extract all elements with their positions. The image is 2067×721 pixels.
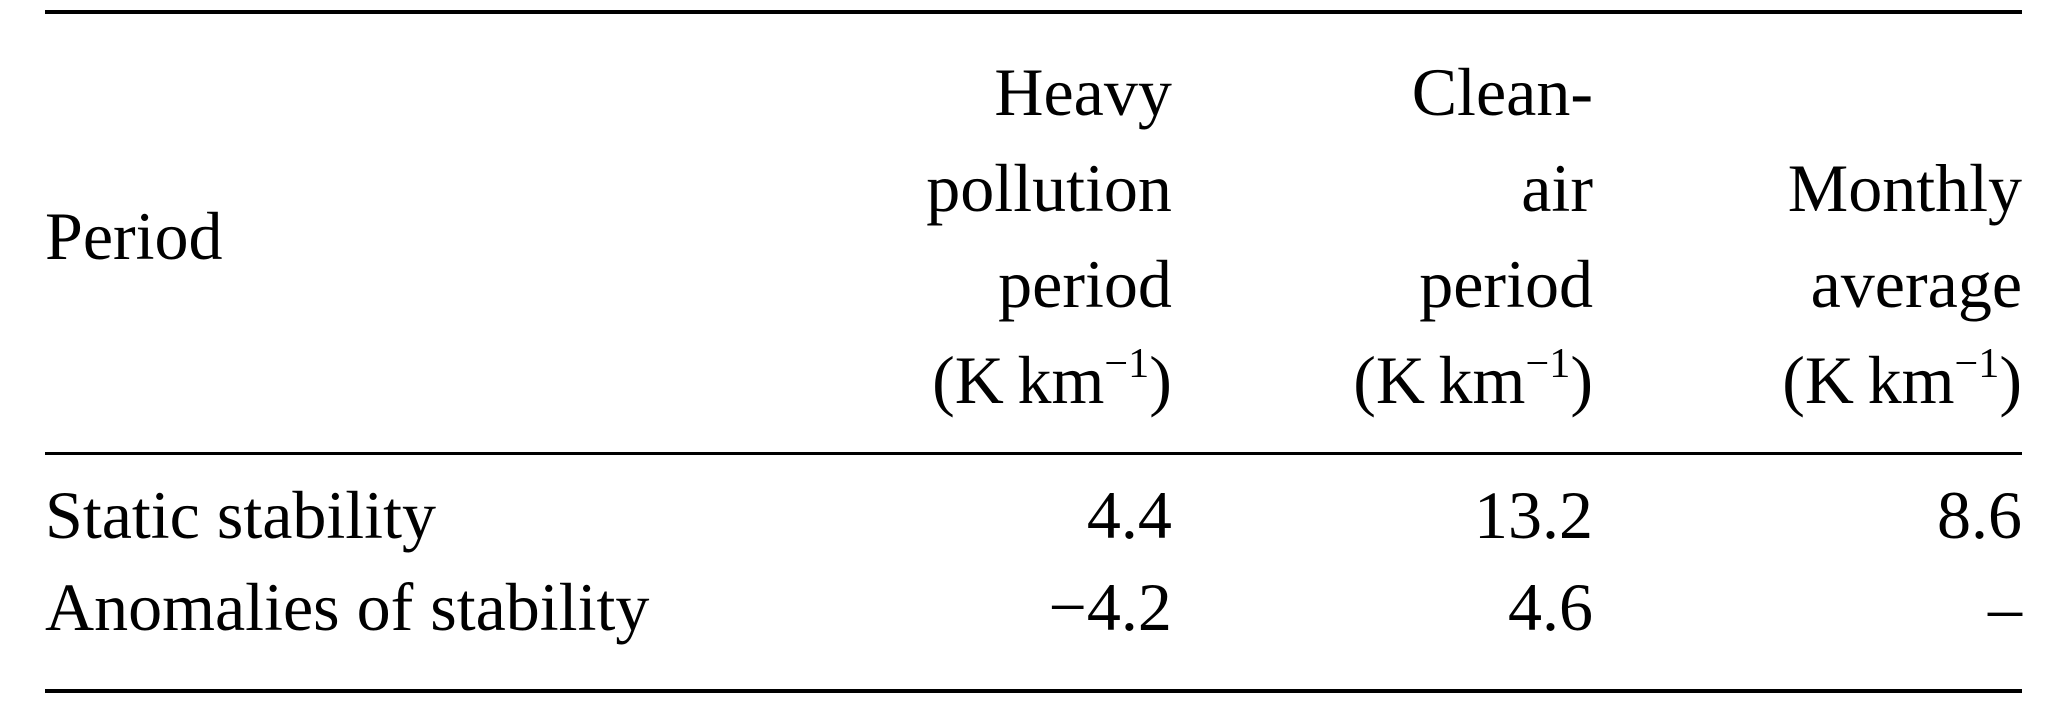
header-line: period bbox=[1419, 246, 1593, 322]
cell-value: 4.6 bbox=[1507, 569, 1593, 645]
unit-suffix: ) bbox=[1149, 342, 1172, 418]
header-line: air bbox=[1521, 150, 1593, 226]
header-heavy-pollution-period: Heavy pollution period (K km−1) bbox=[756, 12, 1172, 455]
header-period: Period bbox=[45, 12, 757, 455]
row-label-anomalies-of-stability: Anomalies of stability bbox=[45, 569, 650, 645]
cell-value: 13.2 bbox=[1473, 477, 1593, 553]
cell-value: – bbox=[1988, 569, 2022, 645]
header-line: pollution bbox=[926, 150, 1172, 226]
stability-table: Period Heavy pollution period (K km−1) C… bbox=[45, 10, 2022, 693]
table-row: Anomalies of stability −4.2 4.6 – bbox=[45, 561, 2022, 691]
table-body: Static stability 4.4 13.2 8.6 Anomalies … bbox=[45, 454, 2022, 692]
header-row: Period Heavy pollution period (K km−1) C… bbox=[45, 12, 2022, 455]
unit-suffix: ) bbox=[1570, 342, 1593, 418]
cell-value: −4.2 bbox=[1048, 569, 1172, 645]
unit-prefix: (K km bbox=[1782, 342, 1955, 418]
table-row: Static stability 4.4 13.2 8.6 bbox=[45, 454, 2022, 562]
header-line: Clean- bbox=[1411, 54, 1593, 130]
header-line: period bbox=[998, 246, 1172, 322]
unit-label: (K km−1) bbox=[757, 332, 1172, 428]
header-clean-air-period: Clean- air period (K km−1) bbox=[1171, 12, 1593, 455]
cell-value: 4.4 bbox=[1086, 477, 1172, 553]
unit-prefix: (K km bbox=[1353, 342, 1526, 418]
unit-suffix: ) bbox=[1999, 342, 2022, 418]
unit-exponent: −1 bbox=[1104, 340, 1150, 388]
header-line: Heavy bbox=[994, 54, 1172, 130]
unit-label: (K km−1) bbox=[1593, 332, 2022, 428]
unit-prefix: (K km bbox=[932, 342, 1105, 418]
header-line: Monthly bbox=[1787, 150, 2022, 226]
unit-label: (K km−1) bbox=[1172, 332, 1593, 428]
table-header: Period Heavy pollution period (K km−1) C… bbox=[45, 12, 2022, 455]
row-label-static-stability: Static stability bbox=[45, 477, 436, 553]
header-monthly-average: Monthly average (K km−1) bbox=[1592, 12, 2022, 455]
unit-exponent: −1 bbox=[1525, 340, 1571, 388]
cell-value: 8.6 bbox=[1937, 477, 2022, 553]
unit-exponent: −1 bbox=[1954, 340, 2000, 388]
header-line: average bbox=[1810, 246, 2022, 322]
